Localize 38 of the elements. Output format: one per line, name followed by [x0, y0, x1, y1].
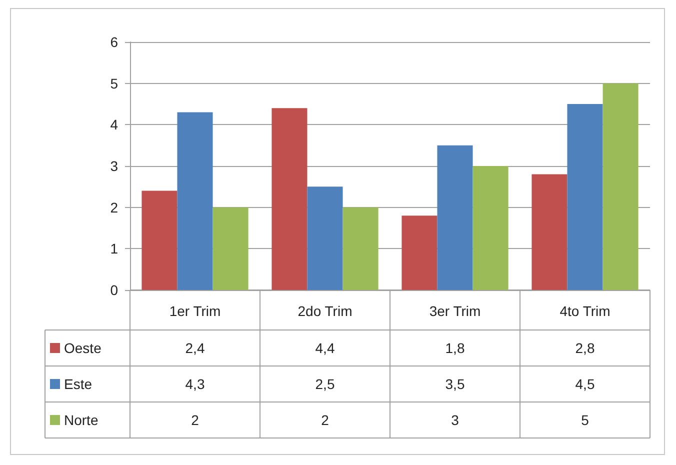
data-label: 4,4 [315, 340, 335, 356]
data-label: 4,5 [575, 376, 595, 392]
data-label: 5 [581, 412, 590, 428]
bar [532, 174, 568, 290]
y-tick-label: 6 [110, 34, 118, 50]
bar [307, 186, 343, 290]
data-label: 2 [321, 412, 330, 428]
y-tick-label: 0 [110, 282, 118, 298]
data-label: 1,8 [445, 340, 465, 356]
bar [437, 145, 473, 290]
bar [567, 104, 603, 290]
data-label: 4,3 [185, 376, 205, 392]
data-label: 2,8 [575, 340, 595, 356]
data-label: 2,5 [315, 376, 335, 392]
x-tick-label: 3er Trim [429, 303, 481, 319]
bar [272, 108, 308, 290]
x-tick-label: 4to Trim [560, 303, 610, 319]
data-label: 2 [191, 412, 200, 428]
bar [472, 166, 508, 290]
y-tick-label: 2 [110, 199, 118, 216]
x-tick-label: 2do Trim [298, 303, 352, 319]
legend-label: Oeste [64, 340, 102, 356]
legend-label: Este [64, 376, 92, 392]
legend-label: Norte [64, 412, 98, 428]
data-label: 3 [451, 412, 460, 428]
x-tick-label: 1er Trim [169, 303, 221, 319]
bar [342, 207, 378, 290]
bar [142, 190, 178, 290]
y-tick-label: 4 [110, 116, 118, 133]
data-label: 2,4 [185, 340, 205, 356]
bar [602, 83, 638, 290]
bar [212, 207, 248, 290]
bar [402, 216, 438, 290]
y-tick-label: 1 [110, 240, 118, 257]
bar [177, 112, 213, 290]
y-tick-label: 5 [110, 75, 118, 92]
y-tick-label: 3 [110, 158, 118, 174]
data-label: 3,5 [445, 376, 465, 392]
